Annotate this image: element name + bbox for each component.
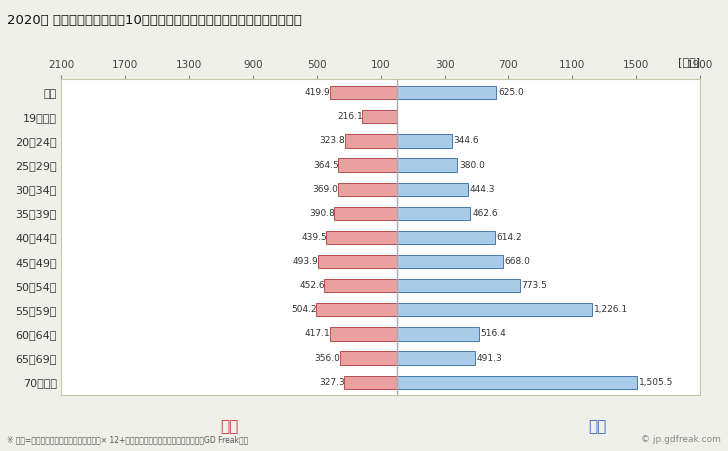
Bar xyxy=(397,303,593,317)
Bar xyxy=(325,279,397,292)
Text: 323.8: 323.8 xyxy=(320,137,346,146)
Text: © jp.gdfreak.com: © jp.gdfreak.com xyxy=(641,435,721,444)
Bar xyxy=(339,158,397,172)
Bar xyxy=(330,86,397,99)
Bar xyxy=(345,134,397,147)
Text: 491.3: 491.3 xyxy=(477,354,502,363)
Text: [万円]: [万円] xyxy=(678,57,700,67)
Text: 1,226.1: 1,226.1 xyxy=(594,305,628,314)
Text: ※ 年収=「きまって支給する現金給与額」× 12+「年間賞与その他特別給与額」としてGD Freak推計: ※ 年収=「きまって支給する現金給与額」× 12+「年間賞与その他特別給与額」と… xyxy=(7,435,248,444)
Text: 614.2: 614.2 xyxy=(496,233,522,242)
Bar xyxy=(316,303,397,317)
Text: 男性: 男性 xyxy=(587,419,606,434)
Text: 419.9: 419.9 xyxy=(304,88,330,97)
Text: 773.5: 773.5 xyxy=(522,281,547,290)
Text: 668.0: 668.0 xyxy=(505,257,531,266)
Bar xyxy=(397,351,475,365)
Bar xyxy=(338,183,397,196)
Text: 344.6: 344.6 xyxy=(454,137,479,146)
Text: 女性: 女性 xyxy=(220,419,239,434)
Text: 1,505.5: 1,505.5 xyxy=(638,377,673,387)
Text: 516.4: 516.4 xyxy=(480,329,507,338)
Bar xyxy=(397,279,520,292)
Bar xyxy=(318,255,397,268)
Bar xyxy=(397,183,467,196)
Text: 439.5: 439.5 xyxy=(301,233,327,242)
Bar xyxy=(397,231,494,244)
Bar xyxy=(362,110,397,124)
Text: 444.3: 444.3 xyxy=(469,185,494,194)
Text: 417.1: 417.1 xyxy=(305,329,331,338)
Text: 356.0: 356.0 xyxy=(314,354,340,363)
Bar xyxy=(397,327,479,341)
Text: 216.1: 216.1 xyxy=(337,112,363,121)
Bar xyxy=(397,86,496,99)
Bar xyxy=(330,327,397,341)
Bar xyxy=(326,231,397,244)
Bar xyxy=(344,376,397,389)
Text: 493.9: 493.9 xyxy=(293,257,318,266)
Text: 452.6: 452.6 xyxy=(299,281,325,290)
Text: 364.5: 364.5 xyxy=(313,161,339,170)
Text: 369.0: 369.0 xyxy=(312,185,339,194)
Text: 380.0: 380.0 xyxy=(459,161,485,170)
Text: 390.8: 390.8 xyxy=(309,209,335,218)
Text: 462.6: 462.6 xyxy=(472,209,498,218)
Bar xyxy=(340,351,397,365)
Text: 504.2: 504.2 xyxy=(291,305,317,314)
Text: 2020年 民間企業（従業者数10人以上）フルタイム労働者の男女別平均年収: 2020年 民間企業（従業者数10人以上）フルタイム労働者の男女別平均年収 xyxy=(7,14,302,27)
Text: 625.0: 625.0 xyxy=(498,88,523,97)
Bar xyxy=(397,376,637,389)
Bar xyxy=(397,255,503,268)
Bar xyxy=(334,207,397,220)
Text: 327.3: 327.3 xyxy=(319,377,345,387)
Bar xyxy=(397,158,457,172)
Bar xyxy=(397,134,451,147)
Bar xyxy=(397,207,470,220)
